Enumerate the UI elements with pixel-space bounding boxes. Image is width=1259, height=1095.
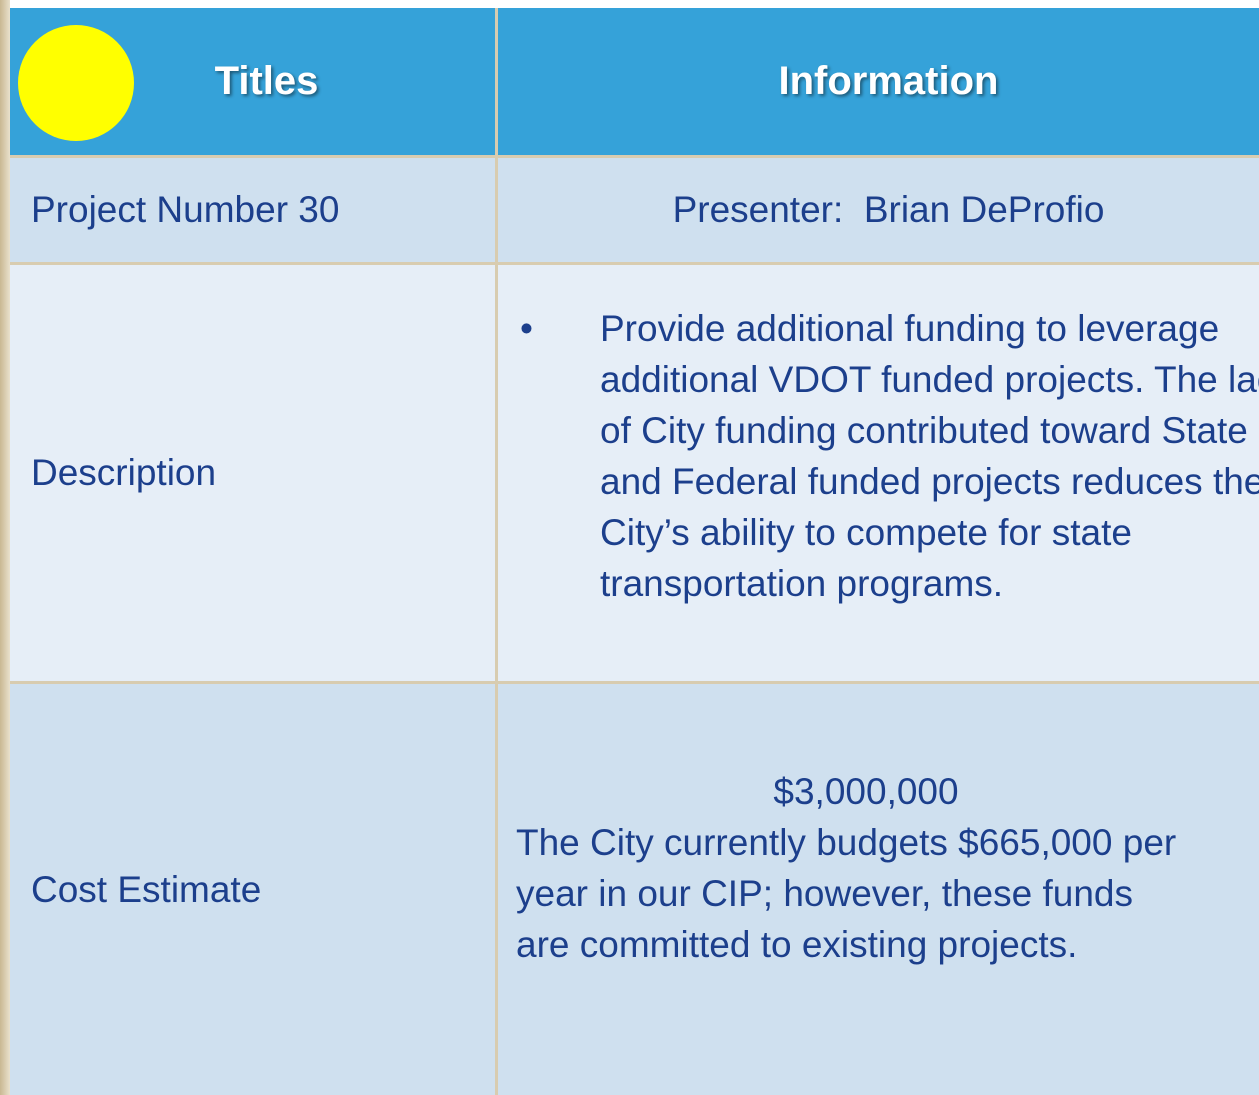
cell-text: Cost Estimate [31, 868, 262, 910]
bullet-text: Provide additional funding to leverage a… [600, 308, 1259, 604]
cost-note: The City currently budgets $665,000 per … [516, 822, 1177, 965]
header-cell: Information [498, 8, 1259, 155]
cell: Cost Estimate [10, 684, 495, 1095]
bullet-item: • Provide additional funding to leverage… [520, 303, 1259, 609]
left-border [0, 0, 10, 1095]
cell-text: Presenter: Brian DeProfio [672, 189, 1105, 230]
header-text: Titles [214, 59, 319, 103]
cell: Project Number 30 [10, 158, 495, 262]
cell-text: Project Number 30 [31, 189, 340, 230]
header-text: Information [778, 59, 999, 103]
cell-text: Description [31, 452, 217, 493]
top-border [0, 0, 1259, 8]
bullet: • [520, 308, 533, 349]
cell: Description [10, 265, 495, 681]
cost-amount: $3,000,000 [773, 771, 959, 812]
cell: $3,000,000 The City currently budgets $6… [498, 684, 1259, 1095]
cell: • Provide additional funding to leverage… [498, 265, 1259, 681]
cost-block: $3,000,000 The City currently budgets $6… [516, 766, 1216, 970]
yellow-circle [18, 25, 134, 141]
cell: Presenter: Brian DeProfio [498, 158, 1259, 262]
